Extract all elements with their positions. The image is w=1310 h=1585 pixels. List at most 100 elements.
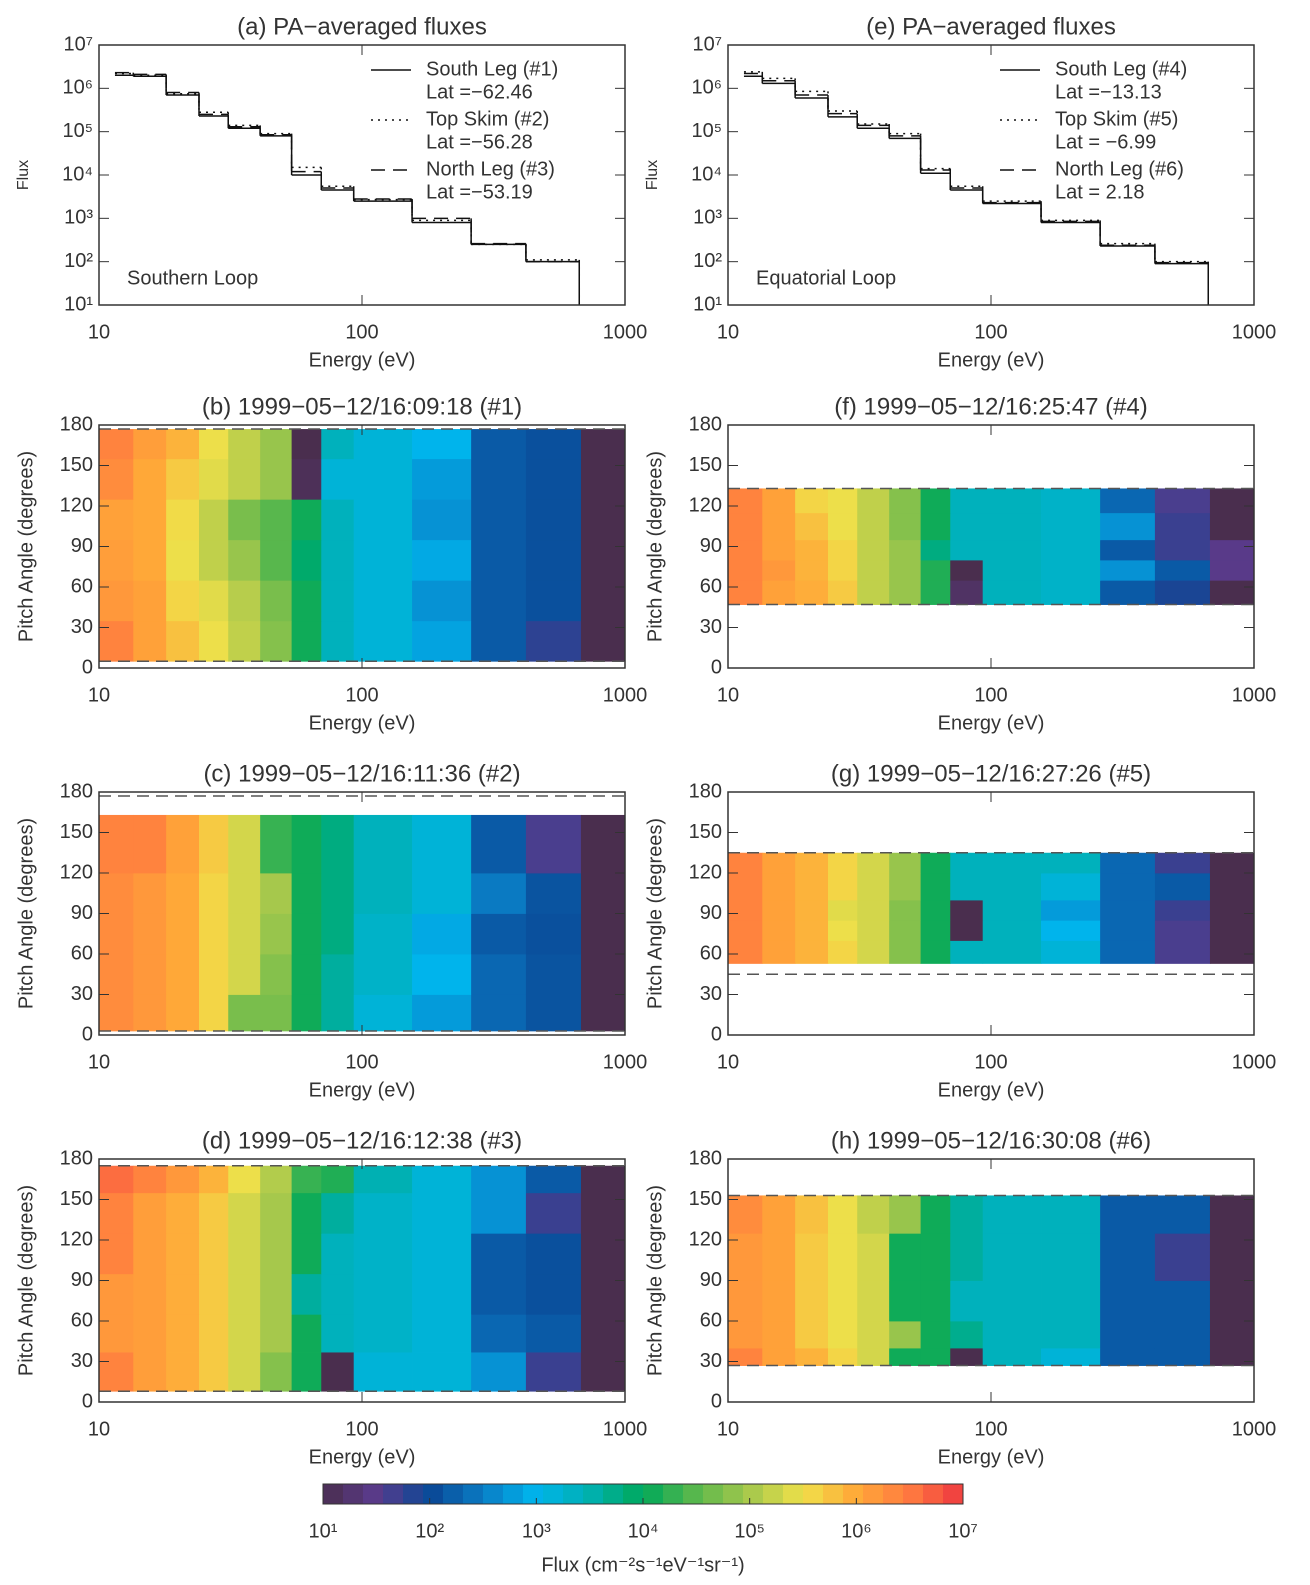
heatmap-cell (1100, 1321, 1156, 1349)
heatmap-cell (795, 1233, 829, 1281)
heatmap-cell (228, 539, 261, 581)
heatmap-cell (99, 580, 134, 622)
heatmap-cell (291, 814, 322, 874)
heatmap-cell (580, 458, 626, 500)
heatmap-cell (920, 512, 951, 541)
heatmap-cell (1041, 1233, 1101, 1281)
y-tick-label: 180 (60, 1147, 93, 1169)
heatmap-cell (321, 1233, 355, 1275)
heatmap-cell (827, 1195, 858, 1234)
heatmap-cell (166, 1273, 200, 1315)
heatmap-cell (525, 539, 582, 581)
heatmap-cell (1100, 920, 1156, 941)
heatmap-cell (795, 873, 829, 901)
legend-label: Top Skim (#2) (426, 108, 549, 130)
heatmap-cell (1154, 580, 1211, 605)
y-axis-label: Flux (15, 160, 32, 190)
y-tick-label: 90 (71, 1269, 93, 1291)
heatmap-cell (525, 1165, 582, 1194)
heatmap-cell (471, 1192, 527, 1234)
heatmap-cell (133, 1273, 167, 1315)
y-tick-label: 10¹ (693, 293, 722, 315)
heatmap-cell (260, 429, 293, 460)
heatmap-cell (1209, 1233, 1255, 1281)
heatmap-cell (412, 580, 472, 622)
heatmap-cell (827, 873, 858, 901)
y-tick-label: 10⁵ (62, 120, 93, 142)
heatmap-cell (260, 873, 293, 914)
heatmap-cell (728, 900, 763, 921)
y-tick-label: 150 (689, 1188, 722, 1210)
colorbar-swatch (543, 1484, 564, 1504)
heatmap-cell (950, 900, 984, 921)
heatmap-cell (1041, 873, 1101, 901)
heatmap-cell (889, 1280, 922, 1322)
heatmap-cell (525, 954, 582, 995)
y-tick-label: 120 (689, 861, 722, 883)
heatmap-cell (99, 1233, 134, 1275)
y-tick-label: 120 (60, 1228, 93, 1250)
heatmap-cell (260, 1314, 293, 1353)
y-axis-label: Pitch Angle (degrees) (15, 818, 37, 1009)
heatmap-cell (580, 1233, 626, 1275)
heatmap-cell (166, 620, 200, 662)
heatmap-cell (412, 1273, 472, 1315)
heatmap-cell (580, 429, 626, 460)
y-tick-label: 60 (700, 575, 722, 597)
heatmap-cell (1041, 539, 1101, 561)
heatmap-cell (228, 1192, 261, 1234)
heatmap-cell (198, 580, 229, 622)
colorbar-swatch (463, 1484, 484, 1504)
colorbar-swatch (923, 1484, 944, 1504)
heatmap-cell (412, 499, 472, 541)
heatmap-cell (353, 954, 413, 995)
heatmap-cell (795, 488, 829, 514)
heatmap-cell (321, 1165, 355, 1194)
heatmap-cell (412, 1192, 472, 1234)
heatmap-cell (412, 1233, 472, 1275)
heatmap-cell (260, 814, 293, 874)
heatmap-cell (1041, 560, 1101, 581)
heatmap-cell (260, 994, 293, 1032)
x-tick-label: 1000 (603, 1051, 648, 1073)
y-axis-label: Pitch Angle (degrees) (15, 1185, 37, 1376)
x-axis-label: Energy (eV) (309, 1446, 416, 1468)
heatmap-cell (228, 1273, 261, 1315)
heatmap-cell (857, 1321, 890, 1349)
heatmap-cell (198, 873, 229, 914)
y-axis-label: Pitch Angle (degrees) (644, 818, 666, 1009)
x-tick-label: 10 (717, 1418, 739, 1440)
heatmap-cell (471, 539, 527, 581)
heatmap-cell (321, 620, 355, 662)
colorbar-swatch (683, 1484, 704, 1504)
heatmap-cell (471, 954, 527, 995)
heatmap-cell (920, 539, 951, 561)
heatmap-cell (412, 814, 472, 874)
heatmap-cell (982, 873, 1042, 901)
heatmap-cell (525, 873, 582, 914)
heatmap-cell (728, 873, 763, 901)
colorbar-swatch (603, 1484, 624, 1504)
y-tick-label: 10⁷ (693, 33, 722, 55)
y-tick-label: 10² (64, 250, 93, 272)
heatmap-cell (1041, 580, 1101, 605)
heatmap-cell (198, 994, 229, 1032)
heatmap-cell (353, 458, 413, 500)
colorbar-swatch (343, 1484, 364, 1504)
colorbar-swatch (883, 1484, 904, 1504)
heatmap-cell (99, 429, 134, 460)
heatmap-cell (1154, 488, 1211, 514)
heatmap-cell (166, 873, 200, 914)
heatmap-cell (291, 499, 322, 541)
heatmap-cell (198, 1352, 229, 1392)
heatmap-cell (795, 560, 829, 581)
heatmap-cell (321, 954, 355, 995)
heatmap-cell (353, 539, 413, 581)
y-axis-label: Flux (644, 160, 661, 190)
heatmap-cell (580, 1165, 626, 1194)
heatmap-cell (795, 539, 829, 561)
heatmap-cell (827, 512, 858, 541)
x-tick-label: 1000 (1232, 321, 1277, 343)
heatmap-cell (580, 954, 626, 995)
heatmap-cell (1209, 873, 1255, 901)
